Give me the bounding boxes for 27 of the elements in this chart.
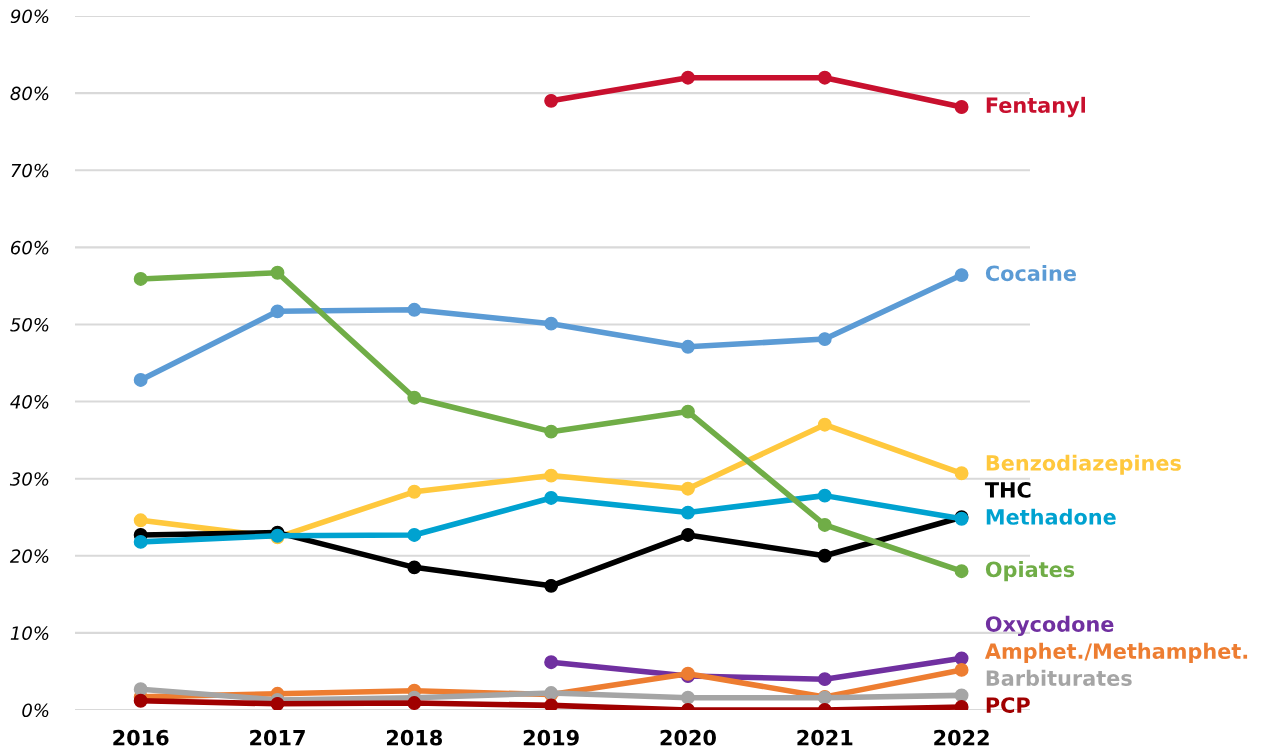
series-label: Cocaine — [985, 265, 1076, 282]
y-tick-label: 0% — [22, 703, 49, 718]
x-tick-label: 2019 — [523, 729, 579, 746]
series-label: Oxycodone — [985, 615, 1114, 637]
x-tick-label: 2016 — [113, 729, 169, 746]
series-label: Amphet./Methamphet. — [984, 642, 1248, 664]
y-tick-label: 30% — [9, 472, 49, 486]
y-tick-label: 50% — [10, 317, 49, 332]
series-label: Fentanyl — [986, 96, 1086, 118]
x-tick-label: 2021 — [797, 729, 853, 746]
y-tick-label: 40% — [10, 395, 49, 409]
x-tick-label: 2020 — [660, 729, 716, 746]
x-tick-label: 2017 — [250, 729, 305, 746]
x-tick-label: 2018 — [386, 729, 443, 746]
x-tick-label: 2022 — [934, 729, 989, 746]
series-label: Benzodiazepines — [986, 454, 1181, 475]
y-tick-label: 80% — [10, 86, 49, 101]
series-label: THC — [984, 482, 1031, 498]
y-tick-label: 20% — [9, 549, 49, 563]
series-label: Methadone — [986, 508, 1116, 525]
series-label: PCP — [986, 697, 1030, 713]
y-tick-label: 60% — [11, 240, 49, 255]
y-tick-label: 90% — [10, 9, 49, 24]
y-tick-label: 10% — [10, 626, 49, 641]
series-label: Barbiturates — [986, 669, 1132, 686]
series-label: Opiates — [985, 561, 1075, 582]
y-tick-label: 70% — [11, 163, 49, 178]
